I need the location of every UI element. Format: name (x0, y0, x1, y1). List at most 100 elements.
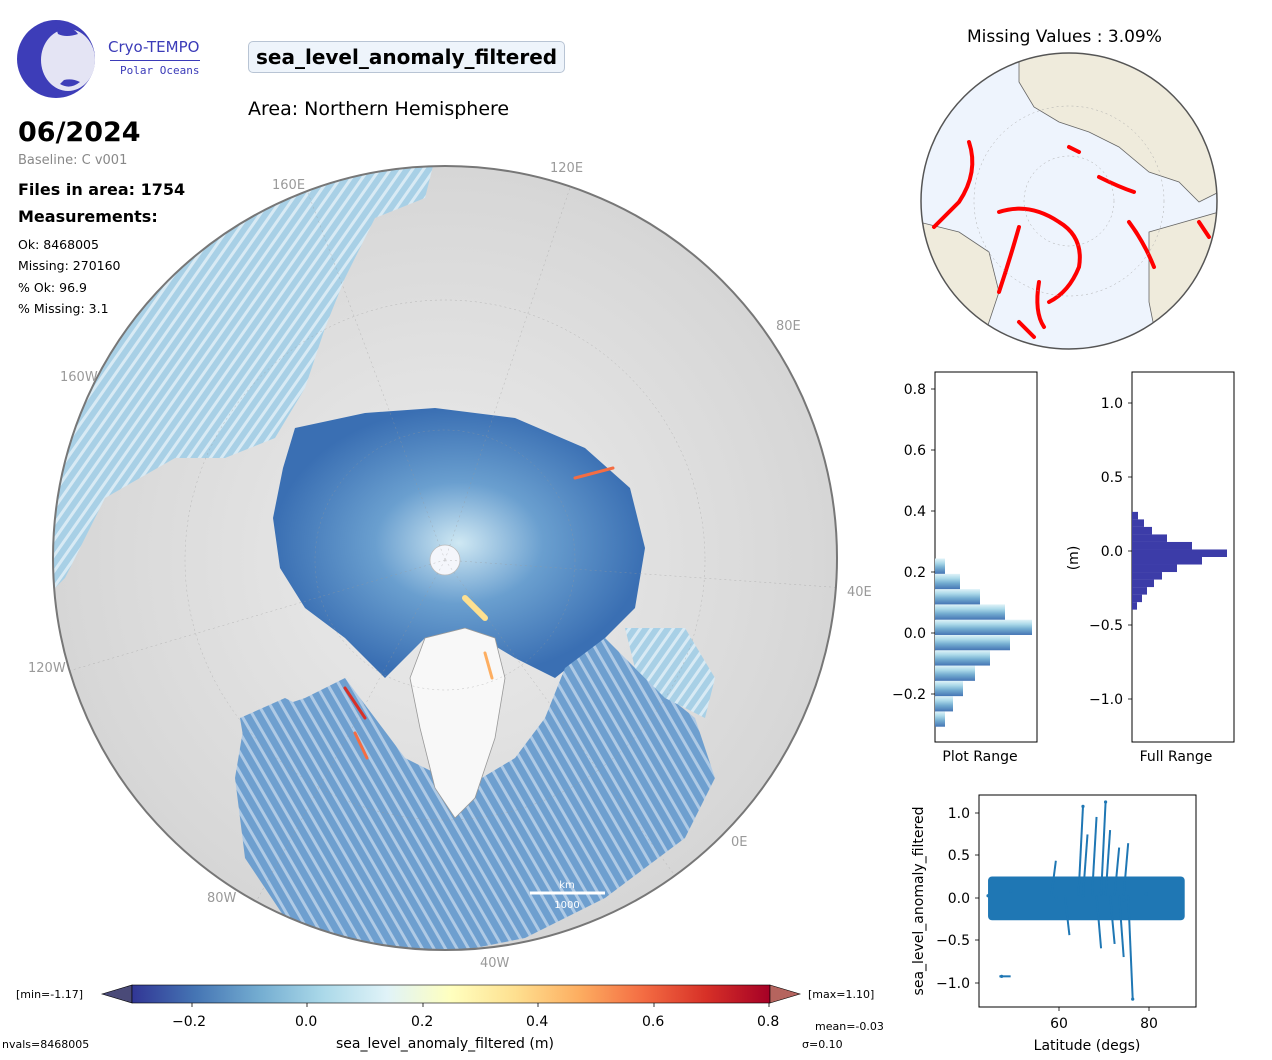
colorbar-tick: 0.8 (757, 1014, 780, 1030)
main-polar-map: km 1000 (52, 165, 838, 951)
histogram-bar (935, 619, 1032, 635)
scatter-ylabel: sea_level_anomaly_filtered (911, 807, 927, 996)
hist1-ytick: 0.8 (904, 382, 926, 398)
cryo-tempo-logo: Cryo-TEMPO Polar Oceans (16, 18, 206, 100)
hist1-ytick: 0.4 (904, 504, 926, 520)
scatter-dense-band (988, 876, 1185, 921)
grid-label-120w: 120W (28, 661, 66, 676)
colorbar-tick: 0.2 (411, 1014, 434, 1030)
hist-plot-range: 0.8 0.6 0.4 0.2 0.0 −0.2 Plot Range (892, 371, 1038, 765)
files-in-area: Files in area: 1754 (18, 180, 186, 199)
histogram-bar (1132, 541, 1192, 550)
map-border (52, 165, 838, 951)
colorbar-tick: 0.6 (642, 1014, 665, 1030)
scatter-point (1131, 997, 1135, 1001)
hist1-ytick: 0.0 (904, 626, 926, 642)
scale-bar-label-bottom: 1000 (554, 900, 579, 911)
missing-values-map (920, 52, 1218, 350)
scatter-xlabel: Latitude (degs) (1034, 1038, 1141, 1054)
scatter-point (1122, 898, 1126, 902)
histogram-bar (935, 711, 945, 727)
scatter-spike (1127, 895, 1134, 1000)
scatter-point (1081, 894, 1085, 898)
histogram-bar (935, 558, 945, 574)
scatter-point (1099, 891, 1103, 895)
hist1-ytick: 0.6 (904, 443, 926, 459)
stat-pct-missing: % Missing: 3.1 (18, 301, 109, 316)
sigma-label: σ=0.10 (802, 1038, 843, 1051)
colorbar-tick: 0.0 (295, 1014, 318, 1030)
colorbar-gradient (131, 984, 771, 1004)
scatter-spike (1050, 860, 1057, 896)
baseline-label: Baseline: C v001 (18, 153, 128, 168)
grid-label-0e: 0E (731, 835, 748, 850)
histogram-bar (1132, 519, 1144, 527)
ocean-barents-sea (625, 628, 715, 718)
scatter-spike (1118, 895, 1125, 958)
histogram-bar (935, 680, 963, 697)
grid-label-80w: 80W (207, 891, 237, 906)
scatter-spike (1122, 843, 1130, 896)
grid-label-80e: 80E (776, 319, 801, 334)
histogram-bar (935, 573, 960, 590)
scatter-xtick: 80 (1140, 1016, 1158, 1032)
hist1-xlabel: Plot Range (942, 749, 1017, 765)
hist2-ytick: 1.0 (1101, 396, 1123, 412)
grid-label-120e: 120E (550, 161, 584, 176)
histogram-bar (935, 650, 990, 666)
histogram-bar (1132, 557, 1202, 565)
histogram-bar (1132, 549, 1227, 557)
scale-bar-label-top: km (559, 880, 575, 891)
histogram-bar (1132, 602, 1137, 610)
scatter-point (1103, 800, 1108, 804)
grid-label-160e: 160E (272, 178, 306, 193)
scatter-xtick: 60 (1050, 1016, 1068, 1032)
stat-pct-ok: % Ok: 96.9 (18, 280, 87, 295)
scatter-spike (1063, 895, 1071, 936)
colorbar-tick: 0.4 (526, 1014, 549, 1030)
scatter-spike (1081, 834, 1089, 896)
scatter-point (986, 894, 990, 898)
grid-label-40w: 40W (480, 956, 510, 971)
histogram-bar (935, 665, 975, 681)
area-label: Area: Northern Hemisphere (248, 98, 510, 120)
scatter-point (1081, 804, 1085, 808)
scatter-point (1144, 892, 1148, 896)
colorbar-min-label: [min=-1.17] (16, 988, 84, 1001)
colorbar-label: sea_level_anomaly_filtered (m) (336, 1036, 554, 1052)
ocean-arctic (273, 408, 645, 678)
histogram-bar (935, 589, 980, 605)
histogram-bar (1132, 587, 1147, 595)
grid-label-160w: 160W (60, 370, 98, 385)
date-label: 06/2024 (18, 117, 141, 148)
grid-label-40e: 40E (847, 585, 872, 600)
histogram-bar (1132, 564, 1177, 573)
histogram-bar (1132, 579, 1154, 588)
nvals-label: nvals=8468005 (2, 1038, 90, 1051)
histogram-bar (1132, 594, 1142, 603)
variable-name-badge: sea_level_anomaly_filtered (248, 41, 566, 73)
hist2-ytick: −1.0 (1089, 692, 1123, 708)
logo-divider (110, 60, 200, 61)
greenland-landmass (409, 627, 506, 819)
latitude-scatter: 1.0 0.5 0.0 −0.5 −1.0 60 80 Latitude (de… (911, 794, 1197, 1054)
scatter-point (1009, 889, 1013, 893)
hist1-ytick: 0.2 (904, 565, 926, 581)
scatter-spike (1109, 895, 1116, 945)
positive-anomaly-streaks (343, 466, 615, 760)
hist2-ylabel: (m) (1066, 546, 1082, 571)
stat-ok: Ok: 8468005 (18, 237, 99, 252)
histogram-bar (1132, 511, 1138, 520)
hist2-xlabel: Full Range (1140, 749, 1213, 765)
colorbar-tick: −0.2 (172, 1014, 206, 1030)
scatter-spike (1100, 801, 1107, 896)
logo-title: Cryo-TEMPO (108, 38, 200, 56)
scatter-ytick: 0.5 (948, 848, 970, 864)
scatter-ytick: 0.0 (948, 891, 970, 907)
hist2-ytick: 0.5 (1101, 470, 1123, 486)
logo-subtitle: Polar Oceans (120, 64, 200, 77)
logo-globe-icon (17, 20, 95, 98)
histogram-bar (935, 604, 1005, 620)
scatter-point (1054, 895, 1058, 900)
scatter-ytick: −1.0 (936, 976, 970, 992)
